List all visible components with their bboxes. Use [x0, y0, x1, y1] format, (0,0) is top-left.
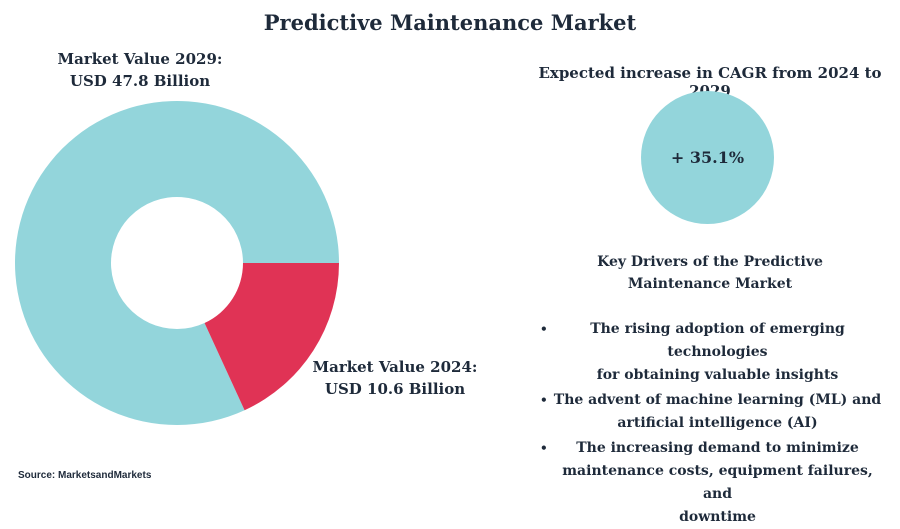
driver-text-line: The advent of machine learning (ML) and	[553, 392, 882, 408]
label-2029-value: USD 47.8 Billion	[69, 72, 211, 90]
driver-text-line: The increasing demand to minimize	[576, 440, 859, 456]
label-2024-heading: Market Value 2024:	[312, 358, 478, 376]
donut-svg	[15, 100, 340, 425]
label-market-value-2029: Market Value 2029: USD 47.8 Billion	[40, 48, 240, 92]
cagr-value: + 35.1%	[670, 148, 745, 167]
bullet-icon: •	[540, 322, 548, 336]
driver-text-line: maintenance costs, equipment failures, a…	[562, 463, 873, 502]
drivers-heading-line1: Key Drivers of the Predictive	[597, 254, 823, 270]
donut-chart	[14, 100, 340, 426]
driver-text-line: for obtaining valuable insights	[596, 367, 839, 383]
source-note: Source: MarketsandMarkets	[18, 470, 152, 481]
driver-text-line: The rising adoption of emerging technolo…	[590, 321, 845, 360]
drivers-heading: Key Drivers of the Predictive Maintenanc…	[560, 251, 860, 295]
driver-text-line: downtime	[679, 509, 756, 525]
label-2024-value: USD 10.6 Billion	[324, 380, 466, 398]
driver-item: • The advent of machine learning (ML) an…	[540, 389, 885, 435]
bullet-icon: •	[540, 393, 548, 407]
chart-title: Predictive Maintenance Market	[263, 10, 637, 35]
cagr-circle: + 35.1%	[641, 91, 774, 224]
label-2029-heading: Market Value 2029:	[57, 50, 223, 68]
label-market-value-2024: Market Value 2024: USD 10.6 Billion	[305, 356, 485, 400]
drivers-list: • The rising adoption of emerging techno…	[540, 318, 885, 529]
bullet-icon: •	[540, 441, 548, 455]
driver-item: • The increasing demand to minimize main…	[540, 437, 885, 529]
driver-item: • The rising adoption of emerging techno…	[540, 318, 885, 387]
slice-market-value-2024	[204, 263, 339, 411]
driver-text-line: artificial intelligence (AI)	[617, 415, 818, 431]
drivers-heading-line2: Maintenance Market	[627, 276, 793, 292]
